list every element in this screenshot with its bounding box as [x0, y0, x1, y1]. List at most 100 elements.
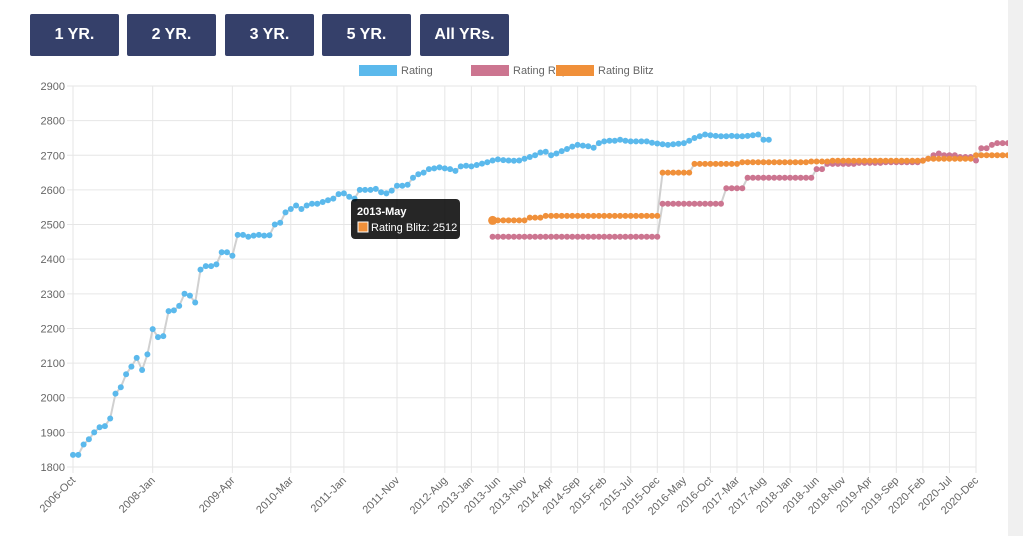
- rating-blitz-point[interactable]: [707, 160, 714, 167]
- rating-blitz-point[interactable]: [664, 169, 671, 176]
- rating-blitz-point[interactable]: [824, 158, 831, 165]
- rating-point[interactable]: [266, 232, 273, 239]
- rating-blitz-point[interactable]: [866, 157, 873, 164]
- rating-rapid-point[interactable]: [542, 233, 549, 240]
- rating-point[interactable]: [627, 138, 634, 145]
- rating-blitz-point[interactable]: [739, 159, 746, 166]
- rating-blitz-point[interactable]: [925, 155, 932, 162]
- rating-point[interactable]: [468, 163, 475, 170]
- rating-point[interactable]: [128, 363, 135, 370]
- rating-point[interactable]: [638, 138, 645, 145]
- rating-point[interactable]: [569, 143, 576, 150]
- rating-point[interactable]: [319, 199, 326, 205]
- rating-blitz-point[interactable]: [734, 160, 740, 167]
- rating-blitz-point[interactable]: [755, 159, 762, 166]
- rating-point[interactable]: [298, 206, 305, 212]
- rating-point[interactable]: [760, 136, 767, 143]
- rating-point[interactable]: [765, 136, 772, 143]
- rating-rapid-point[interactable]: [494, 233, 501, 240]
- rating-blitz-point[interactable]: [983, 152, 990, 159]
- rating-point[interactable]: [309, 200, 315, 207]
- rating-point[interactable]: [479, 160, 485, 167]
- rating-point[interactable]: [155, 334, 161, 341]
- rating-rapid-point[interactable]: [649, 233, 655, 240]
- rating-blitz-point[interactable]: [622, 212, 629, 219]
- rating-point[interactable]: [410, 174, 416, 181]
- rating-point[interactable]: [617, 136, 624, 143]
- rating-rapid-point[interactable]: [659, 200, 666, 207]
- rating-point[interactable]: [282, 209, 289, 216]
- rating-rapid-point[interactable]: [643, 233, 650, 240]
- legend-label[interactable]: Rating Blitz: [598, 65, 654, 77]
- rating-point[interactable]: [80, 441, 87, 448]
- rating-point[interactable]: [686, 137, 693, 144]
- rating-blitz-point[interactable]: [649, 212, 655, 219]
- rating-point[interactable]: [202, 263, 209, 270]
- rating-point[interactable]: [473, 162, 480, 168]
- rating-rapid-point[interactable]: [553, 233, 560, 240]
- rating-blitz-point[interactable]: [670, 169, 677, 176]
- rating-blitz-point[interactable]: [718, 160, 724, 167]
- rating-blitz-point[interactable]: [819, 158, 825, 165]
- rating-point[interactable]: [542, 148, 549, 155]
- rating-blitz-point[interactable]: [834, 157, 841, 164]
- rating-blitz-point[interactable]: [675, 169, 682, 176]
- rating-blitz-point[interactable]: [611, 212, 618, 219]
- rating-point[interactable]: [303, 202, 310, 209]
- rating-blitz-point[interactable]: [999, 152, 1006, 159]
- rating-point[interactable]: [712, 132, 719, 139]
- rating-rapid-point[interactable]: [978, 145, 985, 152]
- rating-point[interactable]: [707, 132, 714, 139]
- rating-point[interactable]: [696, 133, 703, 140]
- rating-point[interactable]: [564, 146, 570, 152]
- rating-blitz-point[interactable]: [1004, 152, 1008, 159]
- rating-blitz-point[interactable]: [978, 152, 985, 159]
- rating-rapid-point[interactable]: [686, 200, 693, 207]
- rating-rapid-point[interactable]: [994, 140, 1001, 147]
- rating-point[interactable]: [463, 162, 470, 169]
- rating-rapid-point[interactable]: [787, 174, 794, 181]
- rating-point[interactable]: [537, 149, 544, 156]
- rating-point[interactable]: [574, 141, 581, 148]
- rating-blitz-point[interactable]: [579, 212, 586, 219]
- rating-point[interactable]: [489, 157, 496, 164]
- range-5yr-button[interactable]: 5 YR.: [322, 14, 411, 56]
- legend-swatch[interactable]: [471, 65, 509, 76]
- rating-blitz-point[interactable]: [542, 212, 549, 219]
- rating-point[interactable]: [271, 221, 278, 228]
- rating-blitz-point[interactable]: [606, 212, 613, 219]
- rating-rapid-point[interactable]: [691, 200, 698, 207]
- rating-blitz-point[interactable]: [840, 157, 847, 164]
- rating-blitz-point[interactable]: [856, 157, 863, 164]
- rating-point[interactable]: [702, 131, 709, 138]
- rating-rapid-point[interactable]: [813, 166, 820, 173]
- rating-point[interactable]: [633, 138, 639, 145]
- rating-point[interactable]: [457, 163, 464, 170]
- rating-point[interactable]: [643, 138, 650, 145]
- rating-rapid-point[interactable]: [505, 233, 512, 240]
- rating-point[interactable]: [749, 132, 756, 139]
- rating-point[interactable]: [356, 186, 363, 193]
- rating-point[interactable]: [595, 140, 602, 147]
- rating-rapid-point[interactable]: [723, 185, 730, 192]
- rating-rapid-point[interactable]: [973, 157, 979, 164]
- rating-point[interactable]: [516, 157, 523, 164]
- rating-point[interactable]: [144, 351, 151, 358]
- rating-point[interactable]: [372, 185, 379, 192]
- rating-blitz-point[interactable]: [850, 157, 857, 164]
- rating-blitz-point[interactable]: [537, 214, 544, 221]
- rating-rapid-point[interactable]: [590, 233, 597, 240]
- rating-point[interactable]: [388, 187, 395, 194]
- legend-swatch[interactable]: [556, 65, 594, 76]
- rating-point[interactable]: [362, 186, 369, 193]
- rating-blitz-point[interactable]: [691, 160, 698, 167]
- rating-point[interactable]: [425, 166, 432, 173]
- rating-blitz-point[interactable]: [946, 155, 953, 162]
- rating-rapid-point[interactable]: [516, 233, 523, 240]
- rating-blitz-point[interactable]: [973, 152, 979, 159]
- rating-point[interactable]: [70, 451, 76, 458]
- rating-rapid-point[interactable]: [601, 233, 608, 240]
- rating-blitz-point[interactable]: [813, 158, 820, 165]
- rating-rapid-point[interactable]: [744, 174, 751, 181]
- legend-label[interactable]: Rating: [401, 65, 433, 77]
